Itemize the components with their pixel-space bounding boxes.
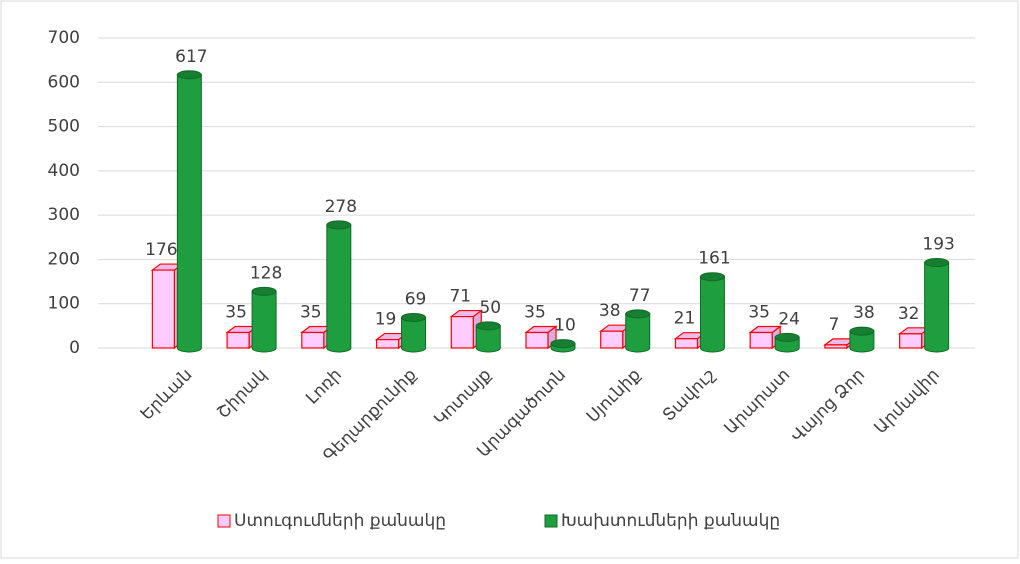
bar <box>674 338 699 349</box>
data-label: 77 <box>629 286 651 306</box>
data-label: 10 <box>554 316 576 336</box>
bar <box>326 224 352 353</box>
bar-top <box>699 272 725 282</box>
bar-top <box>625 309 651 319</box>
data-label: 278 <box>325 197 357 217</box>
bar <box>226 331 250 349</box>
y-tick-label: 700 <box>48 28 80 48</box>
bar <box>924 262 950 353</box>
bar <box>475 325 501 353</box>
data-label: 193 <box>922 235 954 255</box>
bar <box>151 269 175 349</box>
bar-top <box>774 332 800 342</box>
bar-top <box>326 220 352 230</box>
bar-top <box>849 326 875 336</box>
legend-swatch <box>544 514 558 528</box>
y-tick-label: 400 <box>48 161 80 181</box>
y-tick-label: 600 <box>48 72 80 92</box>
bar <box>849 330 875 353</box>
bar <box>525 331 549 349</box>
data-label: 21 <box>674 309 696 329</box>
bar <box>251 290 277 353</box>
y-tick-label: 200 <box>48 249 80 269</box>
data-label: 35 <box>225 303 247 323</box>
bar <box>749 331 773 349</box>
y-tick-label: 500 <box>48 117 80 137</box>
y-tick-label: 300 <box>48 205 80 225</box>
bar <box>450 315 474 349</box>
bar <box>899 333 923 349</box>
bar-top <box>475 321 501 331</box>
bar-top <box>176 70 202 80</box>
data-label: 161 <box>698 249 730 269</box>
legend-label: Խախտումների քանակը <box>561 511 780 531</box>
bar <box>375 338 400 349</box>
data-label: 69 <box>405 289 427 309</box>
bar-top <box>251 286 277 296</box>
y-tick-label: 100 <box>48 294 80 314</box>
legend-swatch <box>217 514 231 528</box>
data-label: 38 <box>599 301 621 321</box>
data-label: 38 <box>853 303 875 323</box>
data-label: 7 <box>828 315 839 335</box>
bar-top <box>550 339 576 349</box>
data-label: 35 <box>524 303 546 323</box>
data-label: 32 <box>898 304 920 324</box>
bar <box>625 313 651 353</box>
bar-top <box>924 258 950 268</box>
bar <box>699 276 725 353</box>
bar <box>600 330 624 349</box>
data-label: 50 <box>479 298 501 318</box>
bar <box>401 316 427 353</box>
bar <box>824 344 848 349</box>
y-tick-label: 0 <box>69 338 80 358</box>
data-label: 617 <box>175 47 207 67</box>
legend-label: Ստուգումների քանակը <box>234 511 446 531</box>
data-label: 24 <box>778 309 800 329</box>
data-label: 35 <box>748 303 770 323</box>
data-label: 35 <box>300 303 322 323</box>
data-label: 19 <box>375 310 397 330</box>
bar <box>176 74 202 353</box>
bar <box>301 331 325 349</box>
bar-top <box>401 312 427 322</box>
data-label: 128 <box>250 263 282 283</box>
data-label: 71 <box>449 287 471 307</box>
data-label: 176 <box>145 240 177 260</box>
